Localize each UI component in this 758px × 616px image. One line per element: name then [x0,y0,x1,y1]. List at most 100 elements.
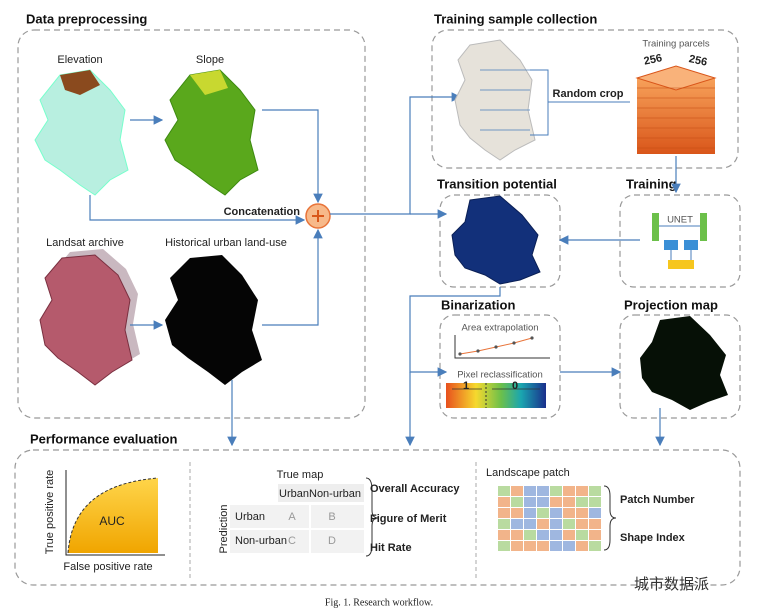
map-label: Slope [196,54,224,66]
patch-cell [563,508,575,518]
slope-relief [190,70,228,95]
metric: Overall Accuracy [370,483,460,495]
patch-cell [511,530,523,540]
projection-box [619,314,741,419]
patch-cell [498,541,510,551]
crop-lines [480,69,530,131]
arrow [89,195,306,225]
metric: Hit Rate [370,542,412,554]
auc-label: AUC [99,514,125,528]
binarization-box [439,314,561,419]
section-title: Projection map [624,297,718,312]
model-label: UNET [667,215,693,226]
patch-cell [550,508,562,518]
section-title: Training sample collection [434,11,597,26]
concatenation-label: Concatenation [224,206,301,218]
patch-cell [498,508,510,518]
class-label: 1 [463,380,469,392]
true-map-label: True map [277,469,324,481]
watermark: 城市数据派 [634,576,709,593]
row-label: Non-urban [235,535,287,547]
patch-cell [550,519,562,529]
patch-cell [563,530,575,540]
class-label: 0 [512,380,518,392]
cell: D [328,535,336,547]
matrix-lines [230,505,364,553]
parcels-label: Training parcels [642,39,709,50]
arrow [262,109,323,204]
slope-map [164,69,259,196]
caption: Fig. 1. Research workflow. [325,597,433,608]
metric: Patch Number [620,494,695,506]
map-label: Landsat archive [46,237,124,249]
patch-cell [537,497,549,507]
patch-cell [550,486,562,496]
patch-cell [589,530,601,540]
urban-map [165,255,262,385]
patch-cell [511,486,523,496]
map-label: Historical urban land-use [165,237,287,249]
patch-cell [589,508,601,518]
header-row [278,484,364,502]
patch-cell [550,541,562,551]
grid-map [454,39,536,161]
section-title: Data preprocessing [26,11,147,26]
crop-bracket [530,69,630,136]
patch-cell [563,497,575,507]
map-label: Elevation [57,54,102,66]
bar-label: Pixel reclassification [457,370,543,381]
patch-cell [524,508,536,518]
arrow [262,228,323,326]
patch-cell [563,519,575,529]
patch-cell [537,508,549,518]
elevation-map [34,69,129,196]
plus-sign [312,210,324,222]
cell: B [328,511,335,523]
potential-map [451,195,541,285]
patch-cell [498,486,510,496]
auc-area [68,478,158,553]
patch-cell [537,486,549,496]
patch-cell [537,530,549,540]
patch-cell [511,519,523,529]
mini-axes [454,335,550,359]
brace [603,485,617,551]
patch-cell [537,541,549,551]
unet-diagram [652,213,707,269]
landscape-label: Landscape patch [486,467,570,479]
evaluation-box [14,449,741,586]
patch-cell [550,530,562,540]
axis-label: True positive rate [44,470,56,555]
arrow [330,92,462,215]
section-title: Binarization [441,297,515,312]
patch-cell [563,486,575,496]
training-box [619,194,741,288]
patch-cell [524,541,536,551]
parcel-size: 256 [643,52,663,68]
patch-cell [524,497,536,507]
projection-map [640,316,728,410]
patch-cell [498,497,510,507]
row-label: Urban [235,511,265,523]
elevation-relief [60,70,100,95]
patch-cell [589,497,601,507]
section-title: Transition potential [437,176,557,191]
patch-cell [576,519,588,529]
parcel-stack [635,65,717,154]
random-crop-label: Random crop [553,88,624,100]
patch-cell [498,530,510,540]
landsat-stack [39,249,140,386]
patch-cell [589,541,601,551]
parcel-size: 256 [688,53,708,69]
patch-cell [511,508,523,518]
column-label: Urban [279,488,309,500]
roc-curve [67,477,159,554]
patch-cell [576,486,588,496]
arrow [409,287,501,377]
prediction-label: Prediction [218,505,230,554]
divider [189,462,477,578]
patch-cell [524,530,536,540]
section-title: Training [626,176,677,191]
patch-cell [524,486,536,496]
